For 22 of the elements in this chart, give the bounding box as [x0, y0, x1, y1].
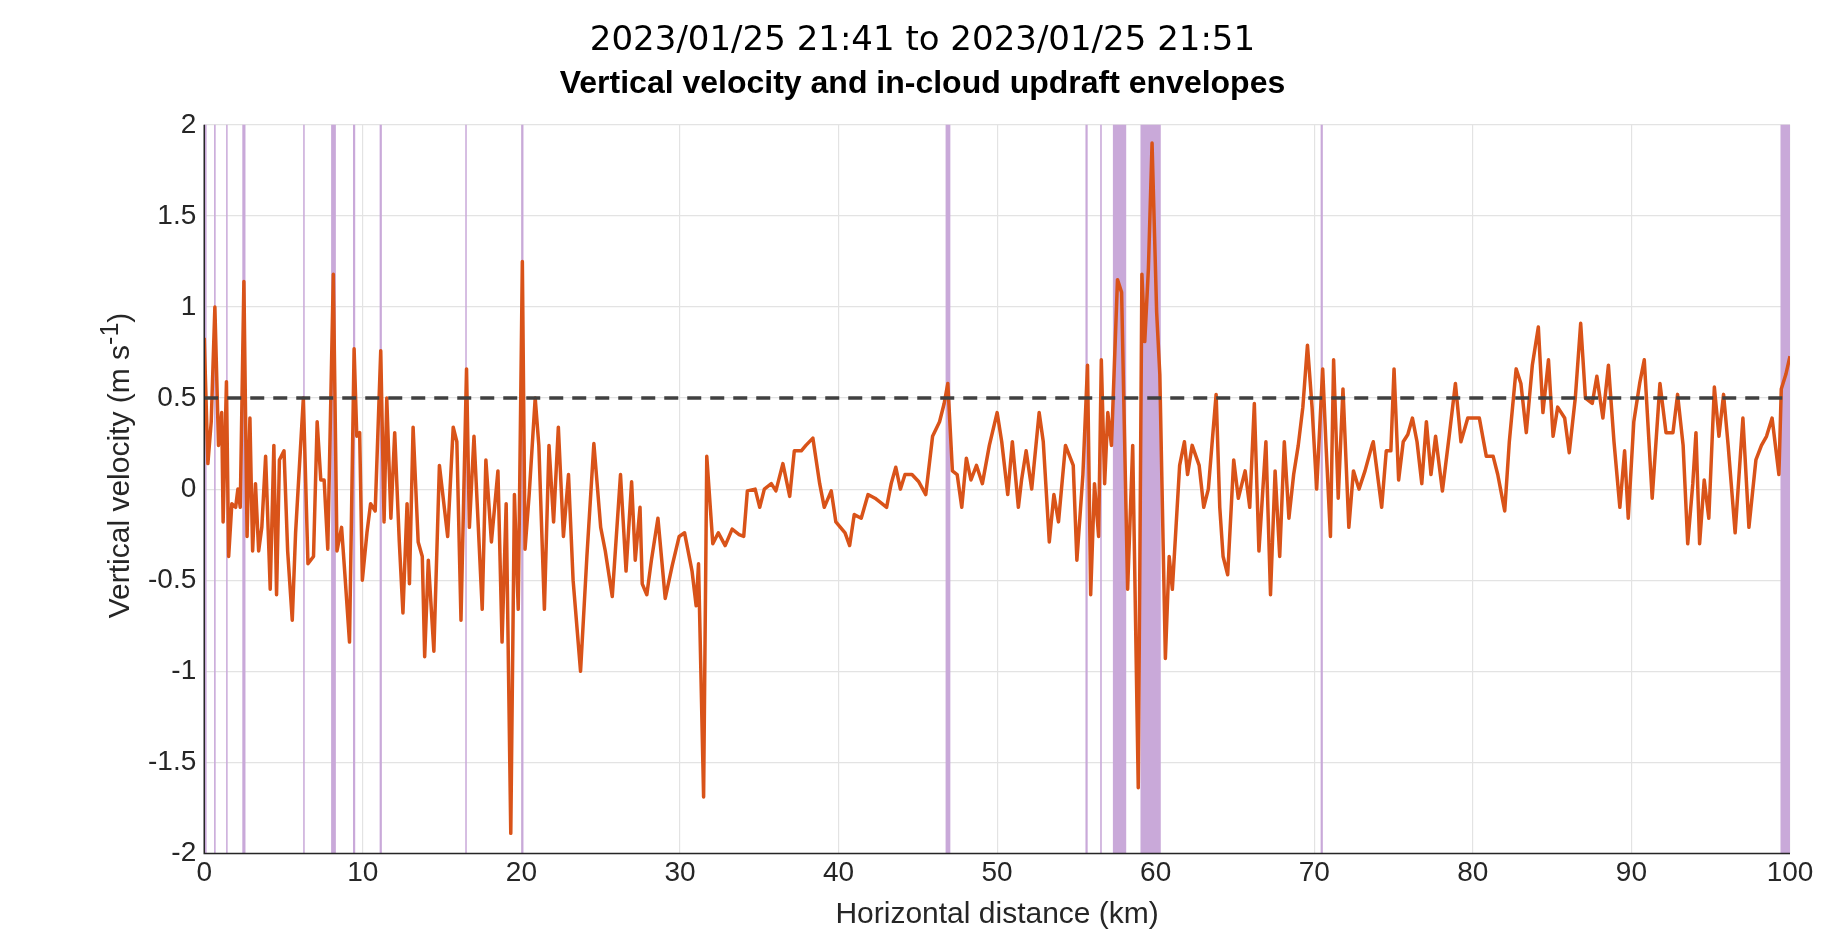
x-tick-label: 10 [347, 855, 379, 887]
x-tick-label: 80 [1457, 855, 1489, 887]
y-tick-label: -1 [171, 653, 197, 685]
x-tick-label: 30 [664, 855, 696, 887]
x-tick-label: 50 [981, 855, 1013, 887]
y-tick-label: 1.5 [157, 198, 197, 230]
x-tick-label: 20 [505, 855, 537, 887]
chart-title: Vertical velocity and in-cloud updraft envelopes [558, 64, 1287, 101]
y-tick-label: 2 [180, 107, 197, 139]
x-tick-label: 40 [822, 855, 855, 887]
y-tick-label: -0.5 [148, 562, 197, 594]
x-tick-label: 100 [1766, 855, 1814, 887]
y-tick-label: 1 [180, 289, 197, 321]
x-tick-label: 70 [1298, 855, 1330, 887]
x-tick-label: 90 [1615, 855, 1647, 887]
y-tick-label: -1.5 [148, 745, 197, 777]
y-tick-label: 0.5 [157, 380, 197, 412]
y-tick-label: 0 [180, 471, 197, 503]
y-tick-label: -2 [171, 836, 197, 868]
x-axis-title: Horizontal distance (km) [835, 896, 1159, 930]
x-tick-label: 60 [1140, 855, 1172, 887]
chart-subtitle: 2023/01/25 21:41 to 2023/01/25 21:51 [588, 18, 1257, 58]
